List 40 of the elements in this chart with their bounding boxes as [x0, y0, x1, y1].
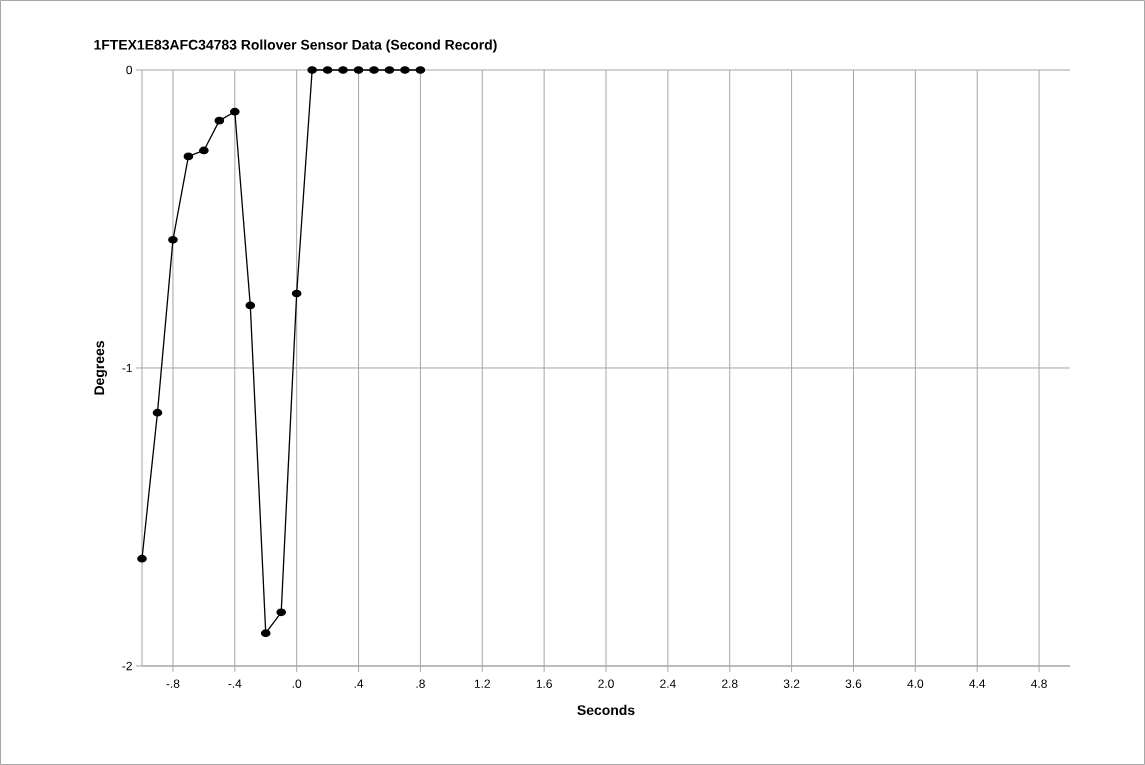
point: [245, 301, 256, 310]
point: [384, 66, 395, 74]
x-tick-label: 2.8: [722, 679, 738, 688]
x-tick-label: 1.6: [536, 679, 552, 688]
y-tick-label: 0: [126, 65, 133, 75]
x-tick-label: 3.2: [783, 679, 800, 688]
x-axis-title: Seconds: [577, 704, 635, 716]
point: [230, 107, 240, 116]
point: [199, 146, 209, 155]
point: [353, 66, 364, 74]
point: [307, 66, 317, 74]
point: [152, 408, 163, 417]
point: [137, 554, 147, 563]
point: [322, 66, 333, 74]
x-tick-label: 4.0: [907, 679, 924, 688]
point: [214, 116, 225, 125]
x-tick-label: 1.2: [474, 679, 490, 688]
point: [415, 66, 426, 74]
x-tick-label: 3.6: [845, 679, 862, 688]
x-tick-label: 4.4: [969, 679, 986, 688]
x-tick-label: .4: [354, 679, 364, 688]
point: [338, 66, 348, 74]
x-tick-label: .8: [416, 679, 425, 688]
x-tick-label: -.8: [166, 679, 180, 688]
y-tick-label: -2: [122, 661, 132, 671]
x-tick-label: -.4: [228, 679, 242, 688]
y-tick-label: -1: [122, 363, 132, 373]
point: [276, 608, 287, 617]
point: [168, 235, 178, 244]
x-tick-label: 4.8: [1031, 679, 1047, 688]
chart-title: 1FTEX1E83AFC34783 Rollover Sensor Data (Second Record): [94, 39, 497, 53]
point: [291, 289, 302, 298]
point: [183, 152, 194, 161]
point: [369, 66, 379, 74]
y-axis-title: Degrees: [94, 341, 108, 395]
point: [260, 629, 271, 638]
point: [400, 66, 410, 74]
x-tick-label: 2.4: [660, 679, 676, 688]
x-tick-label: 2.0: [598, 679, 614, 688]
x-tick-label: .0: [292, 679, 302, 688]
